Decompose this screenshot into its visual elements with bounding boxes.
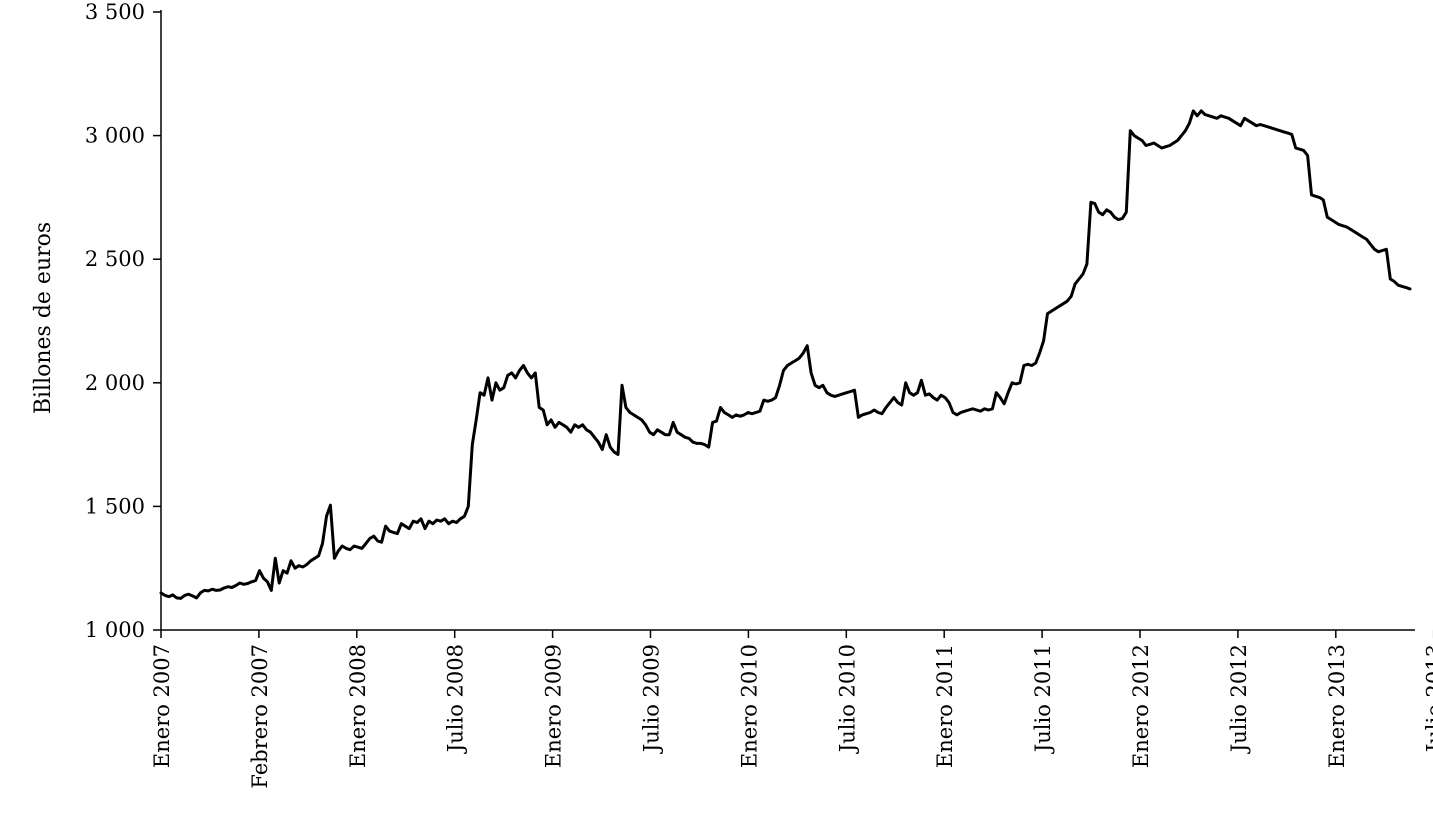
- x-tick-label: Enero 2007: [150, 644, 174, 768]
- x-tick-label: Julio 2009: [640, 644, 664, 754]
- x-tick-label: Febrero 2007: [248, 644, 272, 789]
- series-line: [159, 109, 1412, 600]
- x-tick-label: Enero 2012: [1129, 644, 1153, 768]
- x-tick-label: Enero 2008: [346, 644, 370, 768]
- y-axis: 1 000 1 500 2 000 2 500 3 000 3 500: [85, 0, 162, 642]
- x-tick-label: Julio 2012: [1227, 644, 1251, 754]
- y-axis-title: Billones de euros: [31, 222, 56, 414]
- x-tick-label: Julio 2008: [444, 644, 468, 754]
- x-axis: Enero 2007 Febrero 2007 Enero 2008 Julio 20…: [150, 629, 1433, 789]
- x-tick-label: Julio 2013: [1423, 644, 1433, 754]
- x-tick-label: Enero 2013: [1325, 644, 1349, 768]
- y-tick-label: 2 500: [85, 247, 145, 271]
- x-tick-label: Julio 2010: [835, 644, 859, 754]
- series-group: [159, 109, 1412, 600]
- y-tick-label: 1 500: [85, 494, 145, 518]
- y-tick-label: 2 000: [85, 371, 145, 395]
- y-tick-label: 3 000: [85, 124, 145, 148]
- y-tick-label: 3 500: [85, 0, 145, 24]
- x-tick-label: Enero 2010: [737, 644, 761, 768]
- x-tick-label: Julio 2011: [1031, 644, 1055, 754]
- y-tick-label: 1 000: [85, 618, 145, 642]
- x-tick-label: Enero 2011: [933, 644, 957, 768]
- x-tick-label: Enero 2009: [542, 644, 566, 768]
